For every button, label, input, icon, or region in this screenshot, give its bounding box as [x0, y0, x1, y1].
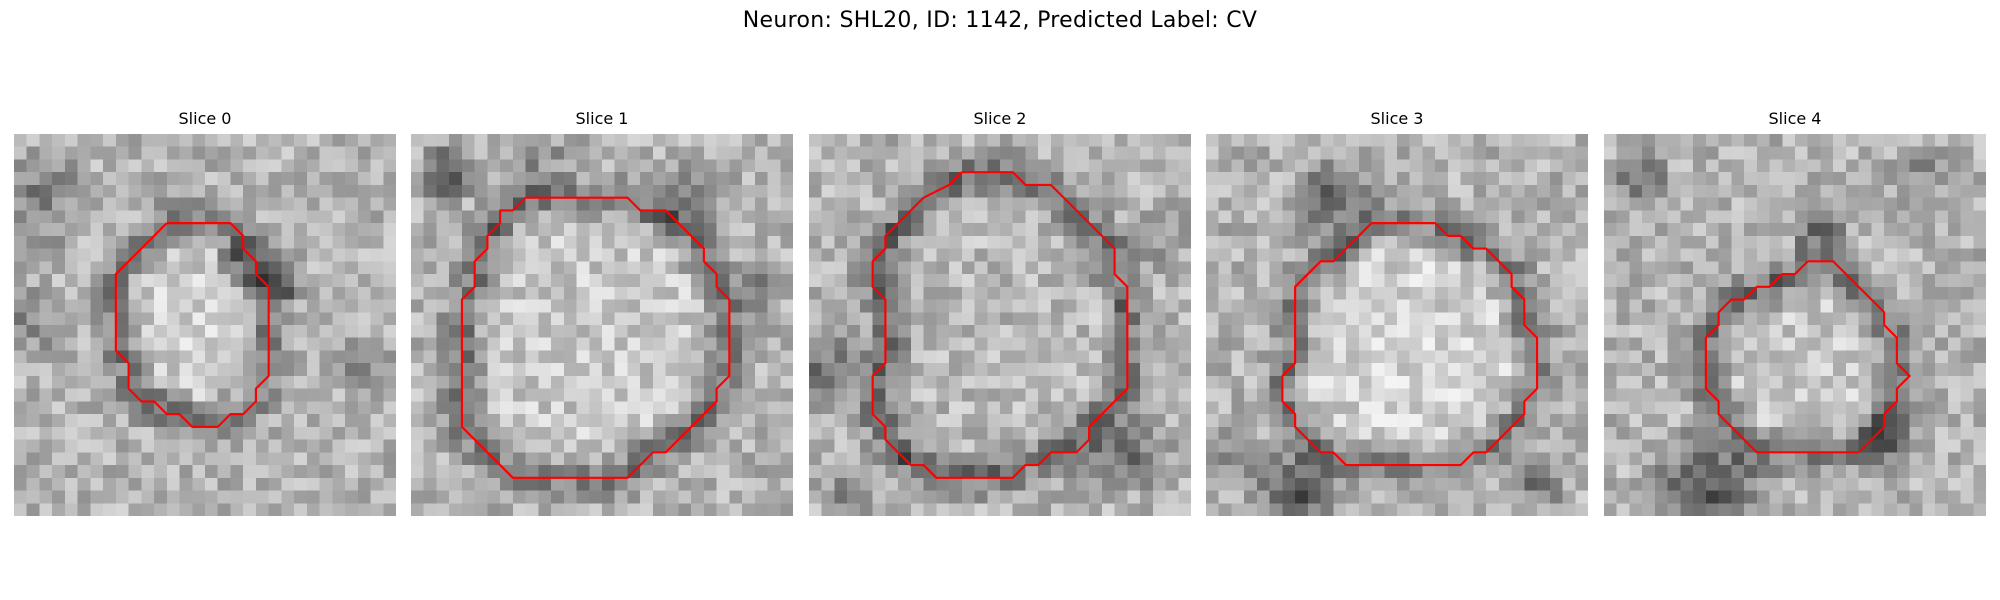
- slice-2-panel: Slice 2: [809, 108, 1191, 516]
- cell-contour-line: [871, 171, 1129, 479]
- slice-2-title: Slice 2: [973, 109, 1027, 128]
- slice-1-title: Slice 1: [575, 109, 629, 128]
- slice-4-panel: Slice 4: [1604, 108, 1986, 516]
- slice-4-contour: [1704, 260, 1911, 454]
- slice-0-panel: Slice 0: [14, 108, 396, 516]
- cell-contour-line: [1704, 260, 1911, 454]
- slice-2-contour: [871, 171, 1129, 479]
- slice-3-contour: [1281, 222, 1539, 467]
- slice-3-panel: Slice 3: [1206, 108, 1588, 516]
- slice-4-image: [1604, 134, 1986, 516]
- slice-3-image: [1206, 134, 1588, 516]
- slice-0-contour: [114, 222, 270, 428]
- slice-2-image: [809, 134, 1191, 516]
- slice-0-title: Slice 0: [178, 109, 232, 128]
- cell-contour-line: [114, 222, 270, 428]
- slice-0-grayscale-image: [14, 134, 396, 516]
- slice-3-title: Slice 3: [1370, 109, 1424, 128]
- cell-contour-line: [1281, 222, 1539, 467]
- slice-0-image: [14, 134, 396, 516]
- slice-1-image: [411, 134, 793, 516]
- slice-1-contour: [460, 196, 731, 479]
- figure-title: Neuron: SHL20, ID: 1142, Predicted Label…: [742, 8, 1258, 33]
- slice-4-title: Slice 4: [1768, 109, 1822, 128]
- cell-contour-line: [460, 196, 731, 479]
- slice-1-panel: Slice 1: [411, 108, 793, 516]
